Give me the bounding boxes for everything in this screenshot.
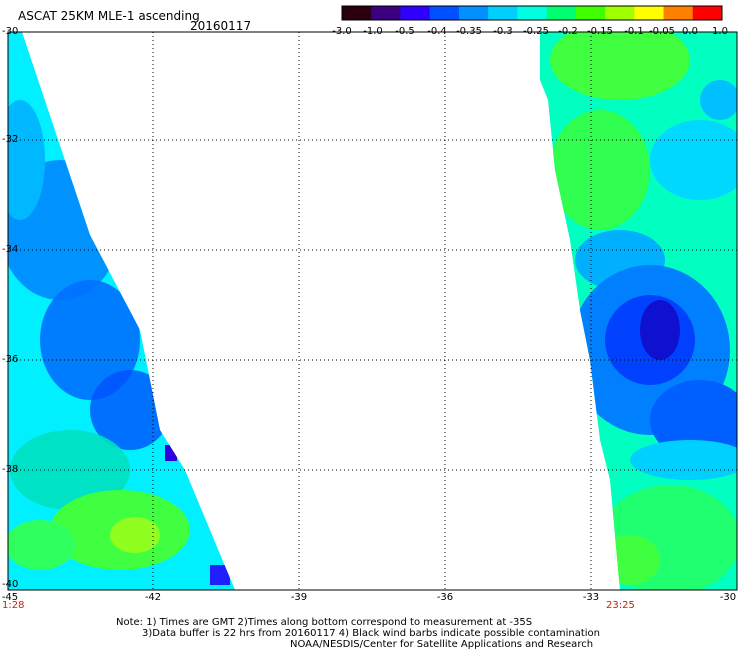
time-right: 23:25 <box>606 600 635 611</box>
time-left: 1:28 <box>2 600 25 611</box>
colorbar-label: -0.05 <box>649 26 675 37</box>
colorbar-swatch <box>400 6 431 20</box>
colorbar-swatch <box>692 6 723 20</box>
colorbar-swatch <box>663 6 694 20</box>
note-line-1: Note: 1) Times are GMT 2)Times along bot… <box>116 617 533 628</box>
plot-title: ASCAT 25KM MLE-1 ascending <box>18 9 200 23</box>
colorbar-label: -1.0 <box>363 26 383 37</box>
colorbar-label: -0.35 <box>456 26 482 37</box>
lon-label: -36 <box>436 592 454 603</box>
swath-left <box>8 32 235 590</box>
lon-label: -45 <box>1 592 19 603</box>
colorbar-swatch <box>546 6 577 20</box>
lon-label: -42 <box>144 592 162 603</box>
lat-label: -32 <box>2 134 19 145</box>
note-line-3: NOAA/NESDIS/Center for Satellite Applica… <box>290 639 594 650</box>
lat-label: -36 <box>2 354 19 365</box>
colorbar-label: -0.25 <box>523 26 549 37</box>
colorbar-label: 0.0 <box>682 26 698 37</box>
colorbar-label: 1.0 <box>712 26 728 37</box>
lon-label: -39 <box>290 592 308 603</box>
plot-date: 20160117 <box>190 19 252 33</box>
colorbar-swatch <box>605 6 635 20</box>
lat-label: -30 <box>2 26 19 37</box>
note-line-2: 3)Data buffer is 22 hrs from 20160117 4)… <box>142 628 600 639</box>
colorbar-swatch <box>634 6 665 20</box>
colorbar-label: -3.0 <box>332 26 352 37</box>
swath-right <box>540 32 737 590</box>
colorbar <box>341 5 723 21</box>
lat-label: -34 <box>2 244 19 255</box>
lon-label: -33 <box>582 592 600 603</box>
colorbar-swatch <box>517 6 548 20</box>
colorbar-label: -0.2 <box>558 26 578 37</box>
colorbar-label: -0.5 <box>395 26 415 37</box>
colorbar-swatch <box>371 6 401 20</box>
colorbar-border <box>341 5 723 21</box>
colorbar-swatch <box>429 6 460 20</box>
colorbar-label: -0.3 <box>493 26 513 37</box>
colorbar-swatch <box>458 6 489 20</box>
gridlines <box>8 32 737 590</box>
colorbar-label: -0.15 <box>587 26 613 37</box>
lat-label: -38 <box>2 464 19 475</box>
colorbar-swatch <box>575 6 606 20</box>
colorbar-label: -0.4 <box>427 26 447 37</box>
lat-label: -40 <box>2 579 19 590</box>
colorbar-swatch <box>488 6 518 20</box>
colorbar-label: -0.1 <box>624 26 644 37</box>
lon-label: -30 <box>719 592 737 603</box>
colorbar-swatch <box>342 6 372 20</box>
